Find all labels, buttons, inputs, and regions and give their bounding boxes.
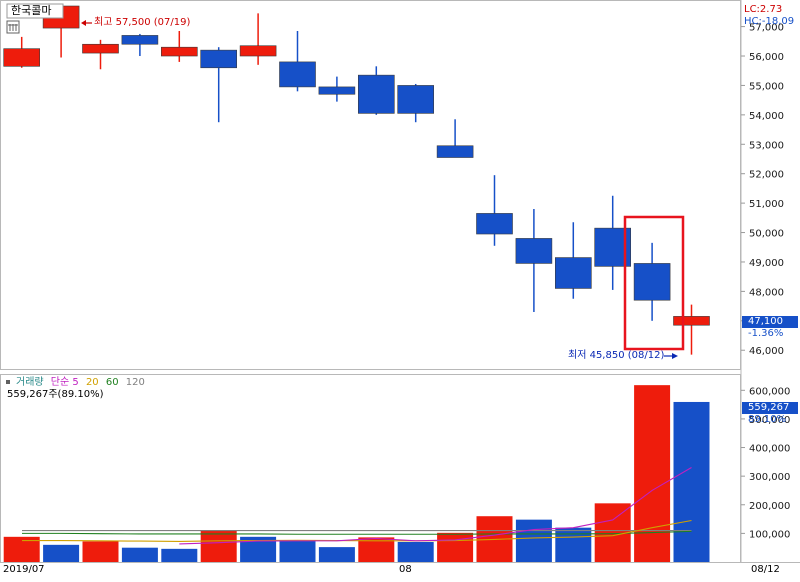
candle-body	[279, 61, 316, 88]
hc-indicator: HC:-18.09	[744, 16, 795, 27]
candle-body	[200, 49, 237, 69]
volume-legend-marker	[6, 380, 10, 384]
candle-body	[3, 48, 40, 67]
ma5-line	[179, 467, 692, 545]
volume-bar	[279, 540, 316, 562]
candle-body	[357, 74, 395, 114]
price-tick-label: 54,000	[749, 111, 784, 122]
date-start-label: 2019/07	[3, 564, 45, 575]
high-arrow-icon	[81, 20, 92, 26]
price-tick-label: 51,000	[749, 199, 784, 210]
date-month-label: 08	[399, 564, 412, 575]
current-volume-pct-label: 89.10%	[748, 414, 787, 425]
price-tick-label: 57,000	[749, 23, 784, 34]
candle-body	[515, 238, 553, 264]
volume-tick-label: 200,000	[749, 501, 790, 512]
highlight-box	[623, 215, 685, 351]
volume-tick-label: 400,000	[749, 444, 790, 455]
candle-body	[476, 213, 513, 235]
current-volume-badge-label: 559,267	[748, 402, 790, 413]
volume-bar	[555, 527, 592, 562]
price-tick-label: 55,000	[749, 81, 784, 92]
price-tick-label: 49,000	[749, 258, 784, 269]
volume-bar	[515, 519, 552, 562]
volume-bar	[161, 548, 198, 562]
volume-tick-label: 300,000	[749, 472, 790, 483]
price-tick-label: 52,000	[749, 170, 784, 181]
stock-name-label: 한국콜마	[11, 4, 52, 17]
candle-body	[554, 257, 592, 289]
volume-tick-label: 100,000	[749, 529, 790, 540]
price-axis-ticks: 57,000 56,000 55,000 54,000 53,000 52,000 51,0…	[741, 23, 784, 357]
candle-body	[436, 145, 474, 158]
grid-icon[interactable]	[6, 20, 20, 34]
high-annotation: 최고 57,500 (07/19)	[94, 17, 191, 28]
candle-body	[318, 86, 356, 95]
legend-ma20: 20	[85, 377, 99, 388]
price-panel[interactable]	[0, 0, 741, 370]
volume-bar	[634, 385, 671, 562]
current-price-label: 47,100	[748, 316, 783, 327]
volume-bar	[673, 401, 710, 562]
candle-body	[82, 43, 119, 54]
current-volume-badge	[742, 402, 798, 414]
volume-bar	[121, 547, 158, 562]
ma60-line	[22, 530, 692, 535]
candle-body	[161, 46, 198, 57]
stock-label-box[interactable]	[6, 3, 64, 19]
volume-bar	[358, 537, 395, 562]
volume-bar	[397, 541, 434, 562]
volume-bar	[437, 532, 474, 562]
price-tick-label: 53,000	[749, 140, 784, 151]
volume-bar	[318, 547, 355, 562]
candle-body	[673, 316, 710, 326]
current-change-label: -1.36%	[748, 328, 784, 339]
current-volume-label: 559,267주(89.10%)	[7, 389, 104, 400]
volume-axis-ticks: 600,000 500,000 400,000 300,000 200,000 100,0…	[741, 386, 790, 540]
volume-bar	[594, 503, 631, 562]
candle-body	[397, 85, 435, 114]
lc-indicator: LC:2.73	[744, 4, 783, 15]
candle-body	[121, 35, 159, 45]
low-arrow-icon	[664, 353, 678, 359]
price-tick-label: 50,000	[749, 229, 784, 240]
price-tick-label: 46,000	[749, 346, 784, 357]
current-price-badge	[742, 316, 798, 328]
volume-tick-label: 500,000	[749, 415, 790, 426]
volume-tick-label: 600,000	[749, 386, 790, 397]
price-tick-label: 48,000	[749, 287, 784, 298]
legend-ma5: 단순 5	[50, 377, 79, 388]
date-end-label: 08/12	[751, 564, 780, 575]
legend-ma120: 120	[125, 377, 145, 388]
legend-ma60: 60	[105, 377, 119, 388]
candle-body	[633, 263, 671, 301]
legend-volume: 거래량	[16, 377, 44, 388]
volume-legend: 거래량 단순 5 20 60 120	[16, 377, 145, 389]
low-annotation: 최저 45,850 (08/12)	[568, 350, 665, 361]
volume-bar	[200, 530, 237, 562]
volume-moving-averages	[22, 467, 692, 545]
candle-body	[239, 45, 277, 57]
price-tick-label: 56,000	[749, 52, 784, 63]
volume-bar	[43, 544, 80, 562]
ma20-line	[22, 519, 692, 542]
volume-bar	[82, 541, 119, 562]
